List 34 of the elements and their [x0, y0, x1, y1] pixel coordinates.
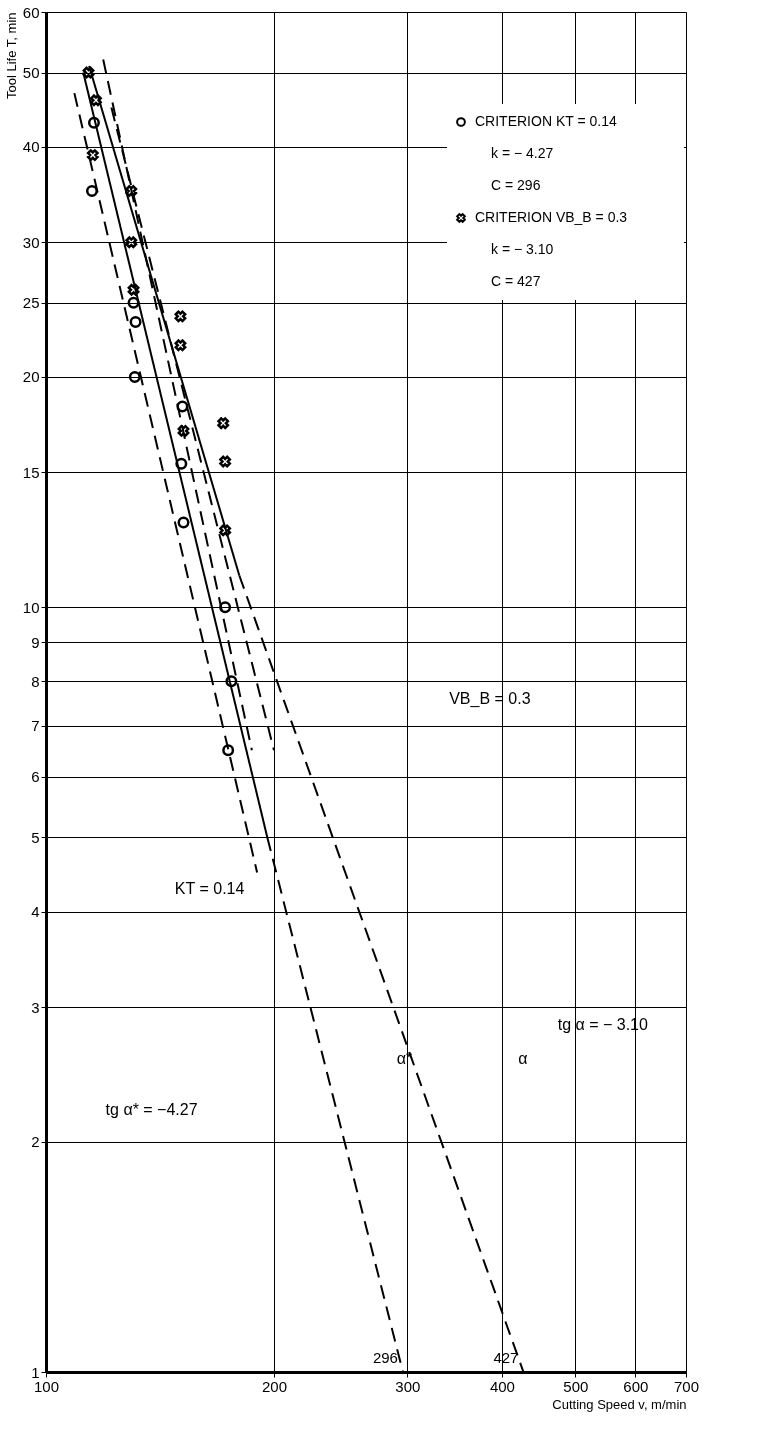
x-tick-label: 700: [673, 1377, 700, 1395]
y-tick-label: 50: [22, 64, 40, 82]
annotation: 296: [372, 1349, 398, 1366]
annotation: k = − 4.27: [491, 145, 554, 161]
y-tick-label: 25: [22, 294, 40, 312]
y-tick-label: 3: [31, 998, 40, 1016]
y-tick-label: 5: [31, 828, 40, 846]
annotation: α: [518, 1050, 528, 1068]
x-tick-label: 200: [261, 1377, 287, 1395]
annotation: KT = 0.14: [174, 880, 245, 898]
y-tick-label: 10: [22, 598, 40, 616]
y-tick-label: 60: [22, 3, 40, 21]
x-tick-label: 400: [489, 1377, 515, 1395]
y-tick-label: 8: [31, 672, 40, 690]
y-tick-label: 6: [31, 768, 40, 786]
y-tick-label: 30: [22, 233, 40, 251]
y-axis-title: Tool Life T, min: [3, 12, 19, 99]
y-tick-label: 7: [31, 717, 40, 735]
y-tick-label: 9: [31, 633, 40, 651]
y-tick-label: 40: [22, 138, 40, 156]
y-tick-label: 15: [22, 463, 40, 481]
annotation: tg α* = −4.27: [105, 1100, 198, 1118]
legend-label: CRITERION VB_B = 0.3: [475, 209, 628, 225]
x-tick-label: 600: [623, 1377, 649, 1395]
y-tick-label: 2: [31, 1133, 40, 1151]
annotation: C = 296: [491, 177, 541, 193]
y-tick-label: 4: [31, 903, 40, 921]
x-tick-label: 500: [563, 1377, 589, 1395]
x-tick-label: 300: [395, 1377, 421, 1395]
x-axis-title: Cutting Speed v, m/min: [552, 1396, 687, 1412]
y-tick-label: 20: [22, 368, 40, 386]
legend-label: CRITERION KT = 0.14: [475, 113, 617, 129]
annotation: k = − 3.10: [491, 241, 554, 257]
annotation: C = 427: [491, 273, 541, 289]
